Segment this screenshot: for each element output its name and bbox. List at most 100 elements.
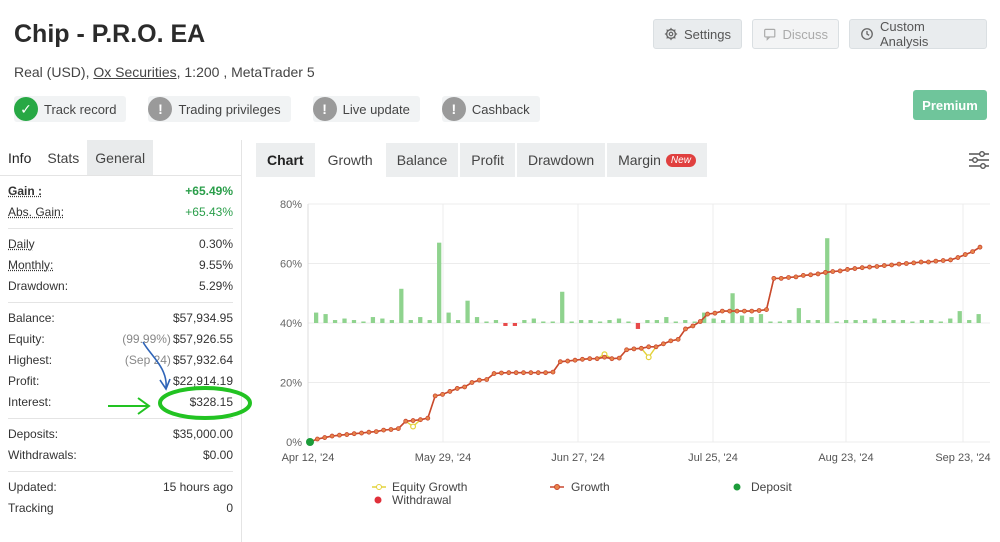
badge-live-update[interactable]: ! Live update <box>312 96 420 122</box>
growth-point <box>373 429 379 434</box>
badge-cashback[interactable]: ! Cashback <box>441 96 540 122</box>
growth-point <box>955 255 961 260</box>
profit-bar <box>844 320 849 323</box>
x-tick-label: Sep 23, '24 <box>935 452 990 464</box>
profit-bar <box>380 318 385 323</box>
updated-value: 15 hours ago <box>162 479 233 494</box>
gain-group: Gain : +65.49% Abs. Gain: +65.43% <box>8 176 233 229</box>
growth-point <box>881 263 887 268</box>
growth-point <box>822 270 828 275</box>
profit-bar <box>560 291 565 323</box>
tab-drawdown[interactable]: Drawdown <box>517 143 608 177</box>
badge-track-record[interactable]: ✓ Track record <box>14 96 127 122</box>
growth-point <box>977 244 983 250</box>
badge-label: Trading privileges <box>178 101 281 117</box>
growth-point <box>874 264 880 269</box>
growth-point <box>712 310 718 316</box>
growth-point <box>830 269 836 274</box>
profit-bar <box>891 320 896 323</box>
growth-point <box>403 418 409 424</box>
equity-growth-line <box>309 246 981 443</box>
equity-value: $57,926.55 <box>172 331 233 346</box>
chart-ticks: 80% 60% 40% 20% 0% Apr 12, '24 May 29, '24 Jun … <box>280 199 991 464</box>
stat-row-drawdown: Drawdown: 5.29% <box>8 275 233 296</box>
new-badge: New <box>665 153 696 167</box>
stat-row-abs-gain: Abs. Gain: +65.43% <box>8 201 233 222</box>
growth-point <box>749 308 755 314</box>
profit-bar <box>569 321 574 323</box>
growth-point <box>587 356 593 362</box>
tab-margin[interactable]: Margin New <box>607 143 709 177</box>
legend-equity-dot <box>376 484 382 490</box>
tab-profit[interactable]: Profit <box>460 143 517 177</box>
filter-sliders-icon[interactable] <box>968 150 990 170</box>
growth-point <box>418 417 423 423</box>
meta-group: Updated: 15 hours ago Tracking 0 <box>8 472 233 524</box>
y-tick-label: 40% <box>280 318 302 330</box>
broker-link[interactable]: Ox Securities <box>93 64 177 80</box>
badge-trading-privileges[interactable]: ! Trading privileges <box>148 96 291 122</box>
daily-label[interactable]: Daily <box>8 236 35 251</box>
profit-bar <box>787 320 792 323</box>
growth-point <box>609 356 615 362</box>
stat-row-withdrawals: Withdrawals: $0.00 <box>8 444 233 465</box>
chart-legend: Equity Growth Growth Deposit Withdrawal <box>372 480 792 507</box>
monthly-label[interactable]: Monthly: <box>8 257 54 272</box>
equity-point <box>410 423 417 430</box>
growth-point <box>506 370 512 376</box>
account-details: , 1:200 , MetaTrader 5 <box>176 64 315 80</box>
abs-gain-label[interactable]: Abs. Gain: <box>8 204 65 219</box>
chart-lines <box>306 244 983 446</box>
x-tick-label: May 29, '24 <box>415 452 472 464</box>
growth-point <box>528 370 534 376</box>
growth-point <box>513 370 519 376</box>
growth-point <box>359 430 364 436</box>
tab-general[interactable]: General <box>87 140 154 175</box>
growth-point <box>867 264 872 270</box>
profit-bar <box>361 321 366 323</box>
tab-chart[interactable]: Chart <box>256 143 317 177</box>
stat-row-tracking: Tracking 0 <box>8 497 233 518</box>
highest-value: $57,932.64 <box>172 352 233 367</box>
profit-bar <box>493 320 499 323</box>
growth-point <box>381 427 387 433</box>
custom-analysis-button[interactable]: Custom Analysis <box>849 19 987 49</box>
profit-bar <box>749 317 754 323</box>
growth-point <box>793 274 799 280</box>
tab-info[interactable]: Info <box>8 149 32 166</box>
highest-label: Highest: <box>8 352 53 367</box>
stat-row-gain: Gain : +65.49% <box>8 180 233 201</box>
growth-point <box>602 354 607 360</box>
growth-point <box>476 377 482 383</box>
legend-growth-label: Growth <box>571 480 610 494</box>
tab-stats[interactable]: Stats <box>47 149 80 166</box>
account-info: Real (USD), Ox Securities, 1:200 , MetaT… <box>14 64 315 80</box>
growth-point <box>425 415 431 421</box>
settings-button[interactable]: Settings <box>653 19 742 49</box>
discuss-button[interactable]: Discuss <box>752 19 839 49</box>
profit-bar <box>522 320 527 323</box>
tab-balance[interactable]: Balance <box>386 143 461 177</box>
profit-bar <box>437 242 442 323</box>
growth-point <box>499 370 504 376</box>
growth-point <box>469 380 475 385</box>
growth-point <box>432 393 438 399</box>
premium-button[interactable]: Premium <box>913 90 987 120</box>
profit-bar <box>683 320 688 323</box>
profit-bar <box>796 308 801 323</box>
drawdown-value: 5.29% <box>198 278 233 293</box>
profit-bar <box>967 320 972 323</box>
growth-point <box>543 370 549 376</box>
tab-growth[interactable]: Growth <box>316 143 386 177</box>
profit-bar <box>389 320 394 323</box>
profit-bar <box>351 320 357 323</box>
equity-point <box>645 354 652 361</box>
profit-bar <box>531 318 536 323</box>
badge-label: Live update <box>342 101 410 117</box>
gain-label[interactable]: Gain : <box>8 183 43 198</box>
legend-withdrawal-dot <box>374 496 382 504</box>
abs-gain-value: +65.43% <box>185 204 233 219</box>
profit-bar <box>370 317 376 323</box>
profit-bar <box>730 293 735 323</box>
